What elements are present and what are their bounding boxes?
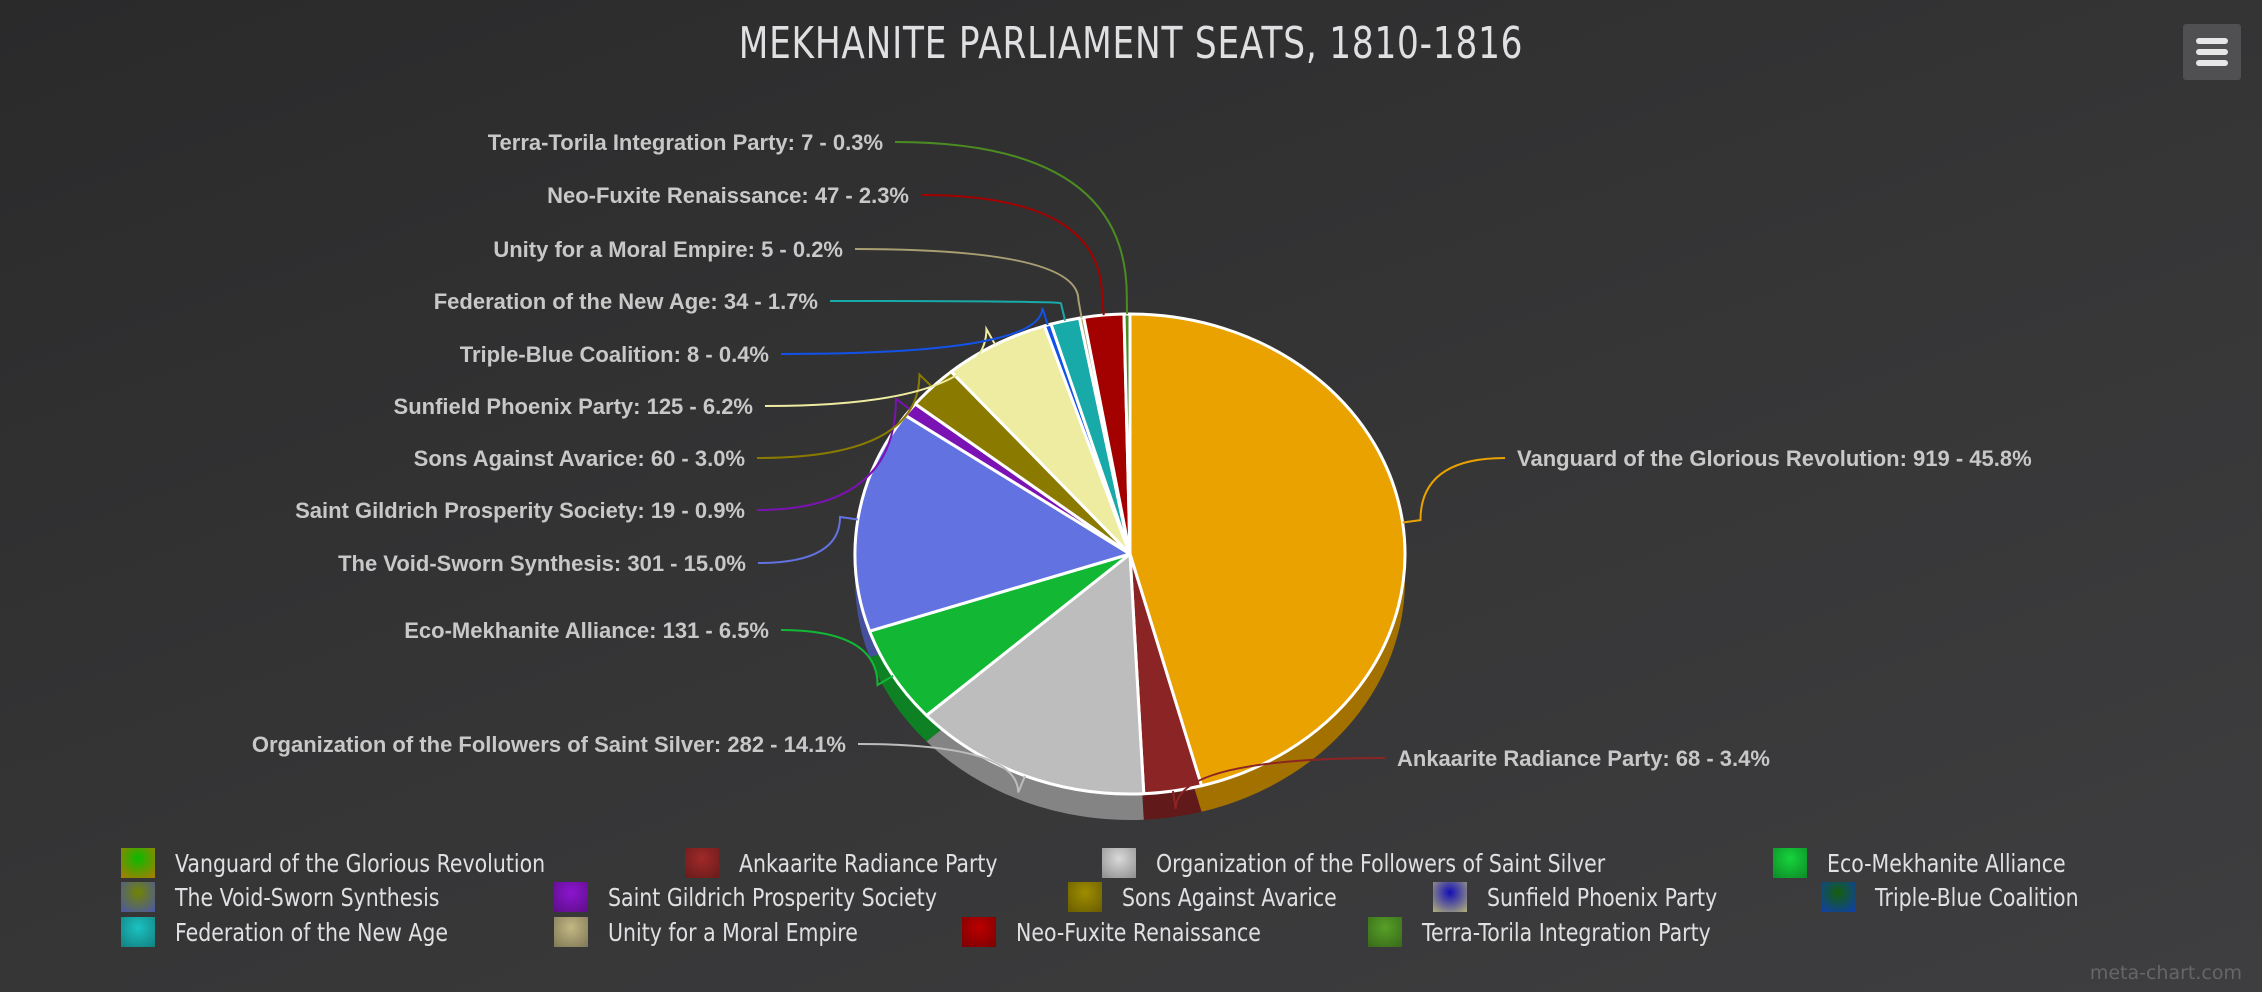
legend-label: Neo-Fuxite Renaissance: [1016, 917, 1261, 947]
connector-line: [780, 307, 1049, 355]
connector-line: [1171, 757, 1386, 809]
connector-line: [756, 372, 934, 459]
legend-label: Saint Gildrich Prosperity Society: [608, 882, 937, 912]
legend-item[interactable]: Neo-Fuxite Renaissance: [962, 916, 1315, 948]
connector-line: [857, 743, 1026, 793]
legend-swatch: [962, 917, 996, 947]
legend-item[interactable]: Federation of the New Age: [121, 916, 508, 948]
legend-swatch: [121, 882, 155, 912]
connector-line: [920, 194, 1105, 316]
legend-label: Vanguard of the Glorious Revolution: [175, 848, 546, 878]
connector-line: [756, 396, 911, 511]
legend-item[interactable]: The Void-Sworn Synthesis: [121, 881, 498, 913]
legend-item[interactable]: Unity for a Moral Empire: [554, 916, 913, 948]
legend-swatch: [685, 848, 719, 878]
hamburger-menu-icon: [2196, 38, 2228, 44]
data-label: Eco-Mekhanite Alliance: 131 - 6.5%: [404, 618, 769, 643]
legend-label: Triple-Blue Coalition: [1875, 882, 2079, 912]
connector-line: [757, 515, 858, 564]
legend-item[interactable]: Organization of the Followers of Saint S…: [1102, 847, 1704, 879]
legend-swatch: [554, 882, 588, 912]
connector-line: [780, 629, 894, 687]
legend-swatch: [1068, 882, 1102, 912]
legend-label: Federation of the New Age: [175, 917, 449, 947]
credit-link[interactable]: meta-chart.com: [2089, 962, 2242, 984]
legend-swatch: [1102, 848, 1136, 878]
chart-title: MEKHANITE PARLIAMENT SEATS, 1810-1816: [738, 18, 1524, 69]
legend-label: Sons Against Avarice: [1122, 882, 1337, 912]
legend-label: Ankaarite Radiance Party: [739, 848, 998, 878]
hamburger-menu-icon: [2196, 49, 2228, 55]
legend-item[interactable]: Vanguard of the Glorious Revolution: [121, 847, 626, 879]
data-label: Terra-Torila Integration Party: 7 - 0.3%: [488, 130, 883, 155]
data-label: Triple-Blue Coalition: 8 - 0.4%: [460, 342, 769, 367]
connector-line: [829, 300, 1067, 322]
legend-label: Unity for a Moral Empire: [608, 917, 858, 947]
data-label: Sunfield Phoenix Party: 125 - 6.2%: [394, 394, 753, 419]
legend-label: Eco-Mekhanite Alliance: [1827, 848, 2066, 878]
hamburger-menu-icon: [2196, 60, 2228, 66]
legend-item[interactable]: Ankaarite Radiance Party: [685, 847, 1054, 879]
legend-item[interactable]: Terra-Torila Integration Party: [1368, 916, 1774, 948]
legend-swatch: [1433, 882, 1467, 912]
legend-swatch: [121, 917, 155, 947]
data-label: Federation of the New Age: 34 - 1.7%: [434, 289, 818, 314]
legend-item[interactable]: Saint Gildrich Prosperity Society: [554, 881, 1009, 913]
data-label: Ankaarite Radiance Party: 68 - 3.4%: [1397, 746, 1770, 771]
legend-label: Sunfield Phoenix Party: [1487, 882, 1718, 912]
legend-swatch: [554, 917, 588, 947]
pie-slice[interactable]: [1122, 312, 1132, 556]
data-label: Organization of the Followers of Saint S…: [252, 732, 846, 757]
chart-menu-button[interactable]: [2183, 24, 2241, 80]
legend-swatch: [1773, 848, 1807, 878]
legend-swatch: [1821, 882, 1855, 912]
legend-label: Organization of the Followers of Saint S…: [1156, 848, 1606, 878]
legend-label: The Void-Sworn Synthesis: [175, 882, 440, 912]
connector-line: [894, 141, 1128, 315]
data-label: The Void-Sworn Synthesis: 301 - 15.0%: [338, 551, 746, 576]
pie-slice[interactable]: [868, 552, 1132, 717]
connector-line: [1402, 457, 1506, 524]
connector-line: [854, 248, 1083, 318]
legend-item[interactable]: Sunfield Phoenix Party: [1433, 881, 1768, 913]
legend-swatch: [1368, 917, 1402, 947]
legend-item[interactable]: Eco-Mekhanite Alliance: [1773, 847, 2118, 879]
data-label: Saint Gildrich Prosperity Society: 19 - …: [295, 498, 745, 523]
legend-label: Terra-Torila Integration Party: [1422, 917, 1711, 947]
data-label: Unity for a Moral Empire: 5 - 0.2%: [493, 237, 843, 262]
pie-slice[interactable]: [1128, 312, 1407, 788]
legend-swatch: [121, 848, 155, 878]
legend-item[interactable]: Triple-Blue Coalition: [1821, 881, 2123, 913]
legend-item[interactable]: Sons Against Avarice: [1068, 881, 1384, 913]
data-label: Vanguard of the Glorious Revolution: 919…: [1517, 446, 2032, 471]
data-label: Sons Against Avarice: 60 - 3.0%: [414, 446, 745, 471]
data-label: Neo-Fuxite Renaissance: 47 - 2.3%: [547, 183, 909, 208]
